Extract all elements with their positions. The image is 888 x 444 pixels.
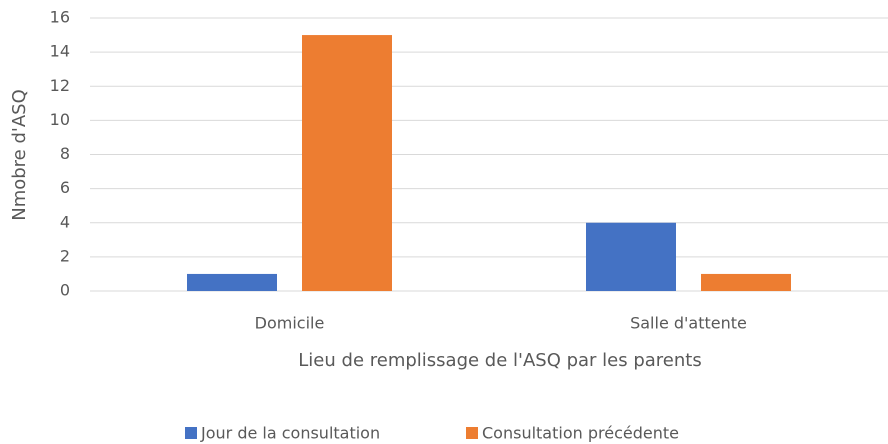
legend-label: Jour de la consultation (200, 424, 380, 443)
y-tick-label: 4 (60, 212, 70, 231)
x-tick-label: Domicile (255, 314, 325, 333)
bar (187, 273, 277, 291)
bar (586, 222, 676, 291)
x-axis-label: Lieu de remplissage de l'ASQ par les par… (298, 350, 701, 371)
bar (701, 273, 791, 291)
y-tick-label: 16 (50, 8, 70, 27)
y-tick-label: 12 (50, 76, 70, 95)
y-tick-label: 2 (60, 246, 70, 265)
y-tick-label: 10 (50, 110, 70, 129)
x-tick-label: Salle d'attente (630, 314, 747, 333)
legend-swatch (185, 427, 197, 439)
y-tick-label: 0 (60, 281, 70, 300)
legend-swatch (466, 427, 478, 439)
y-axis-label: Nmobre d'ASQ (9, 89, 30, 221)
legend-label: Consultation précédente (482, 424, 679, 443)
bar (302, 35, 392, 291)
y-tick-label: 8 (60, 144, 70, 163)
y-tick-label: 6 (60, 178, 70, 197)
y-tick-label: 14 (50, 42, 70, 61)
